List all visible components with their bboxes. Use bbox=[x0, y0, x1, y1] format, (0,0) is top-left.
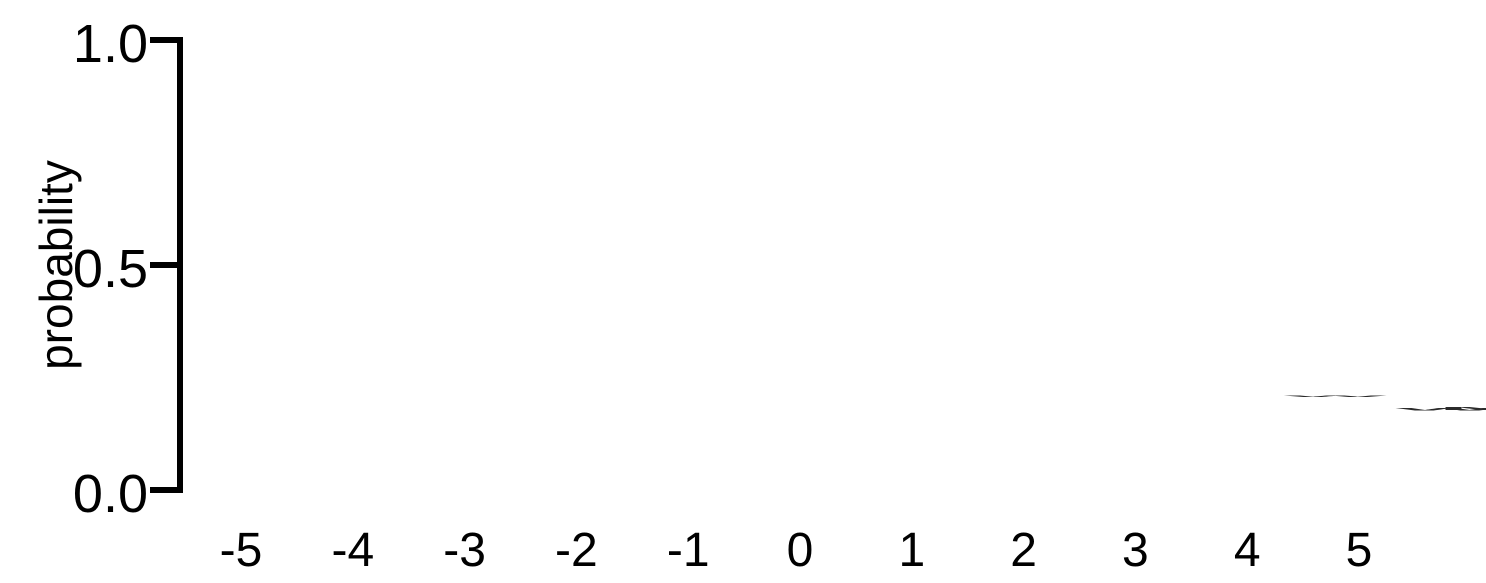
x-tick-label: -2 bbox=[555, 524, 598, 577]
x-tick-label: 0 bbox=[787, 524, 814, 577]
x-tick-label: -4 bbox=[331, 524, 374, 577]
logo-letter: W bbox=[1396, 407, 1486, 411]
logo-column: PSGLVEADKRTINQFMCYHW bbox=[1284, 395, 1486, 410]
y-axis: 1.0 0.5 0.0 probability bbox=[30, 14, 183, 524]
y-tick-label: 0.0 bbox=[73, 464, 148, 524]
x-tick-label: -5 bbox=[220, 524, 263, 577]
x-tick-label: 4 bbox=[1234, 524, 1261, 577]
x-axis-labels: -5 -4 -3 -2 -1 0 1 2 3 4 5 bbox=[220, 524, 1373, 577]
y-tick-label: 1.0 bbox=[73, 14, 148, 74]
x-tick-label: -1 bbox=[667, 524, 710, 577]
logo-letter: M bbox=[1437, 405, 1486, 410]
x-tick-label: -3 bbox=[443, 524, 486, 577]
x-tick-label: 3 bbox=[1122, 524, 1149, 577]
logo-letter: W bbox=[1284, 395, 1387, 397]
logo-column: EPDGASKVRFNQIYLHTMWC bbox=[1396, 407, 1486, 411]
logo-stacks: PSGLVEADKRTINQFMCYHWEPDGASKVRFNQIYLHTMWC… bbox=[1284, 395, 1486, 411]
y-axis-label: probability bbox=[30, 160, 82, 370]
y-tick-label: 0.5 bbox=[73, 239, 148, 299]
x-tick-label: 1 bbox=[898, 524, 925, 577]
x-tick-label: 2 bbox=[1010, 524, 1037, 577]
x-tick-label: 5 bbox=[1346, 524, 1373, 577]
